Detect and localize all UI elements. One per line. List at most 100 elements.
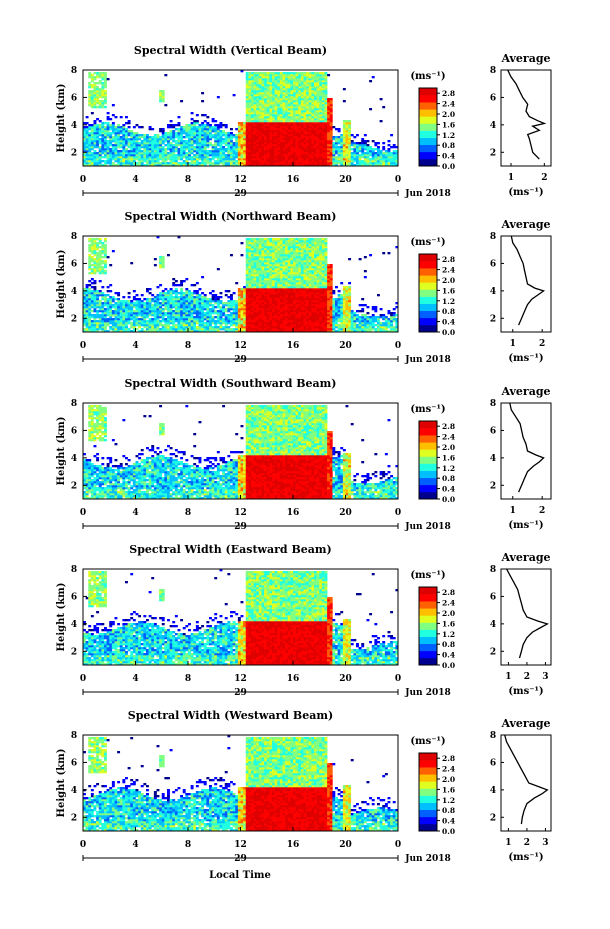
heatmap-cell xyxy=(127,318,131,321)
heatmap-cell xyxy=(214,302,218,305)
heatmap-cell xyxy=(111,318,115,321)
heatmap-cell xyxy=(324,92,328,95)
heatmap-cell xyxy=(216,330,220,333)
heatmap-cell xyxy=(327,162,331,165)
heatmap-cell xyxy=(353,148,357,151)
heatmap-cell xyxy=(258,244,262,247)
heatmap-cell xyxy=(83,128,86,131)
heatmap-cell xyxy=(96,328,100,331)
heatmap-cell xyxy=(216,144,220,147)
heatmap-cell xyxy=(264,124,268,127)
heatmap-cell xyxy=(111,162,115,165)
heatmap-cell xyxy=(316,74,320,77)
heatmap-cell xyxy=(90,250,94,253)
heatmap-cell xyxy=(164,324,168,327)
heatmap-cell xyxy=(90,316,94,319)
heatmap-cell xyxy=(245,278,249,281)
heatmap-cell xyxy=(127,130,131,133)
heatmap-cell xyxy=(114,318,118,321)
heatmap-cell xyxy=(127,158,131,161)
heatmap-cell xyxy=(188,316,191,319)
heatmap-cell xyxy=(256,296,260,299)
heatmap-cell xyxy=(219,136,223,139)
heatmap-cell xyxy=(327,120,331,123)
heatmap-cell xyxy=(90,294,94,297)
heatmap-cell xyxy=(169,308,173,311)
heatmap-cell xyxy=(298,146,302,149)
heatmap-cell xyxy=(282,114,286,117)
heatmap-cell xyxy=(209,304,212,307)
heatmap-cell xyxy=(164,326,168,329)
heatmap-cell xyxy=(127,140,131,143)
heatmap-cell xyxy=(182,160,186,163)
heatmap-cell xyxy=(93,300,97,303)
heatmap-cell xyxy=(279,154,283,157)
heatmap-cell xyxy=(253,314,257,317)
heatmap-cell xyxy=(143,146,147,149)
heatmap-cell xyxy=(193,150,197,153)
heatmap-cell xyxy=(188,126,191,129)
heatmap-cell xyxy=(256,82,260,85)
heatmap-cell xyxy=(327,152,331,155)
heatmap-cell xyxy=(232,310,236,313)
heatmap-cell xyxy=(153,142,157,145)
heatmap-cell xyxy=(182,308,186,311)
heatmap-cell xyxy=(290,74,294,77)
heatmap-cell xyxy=(93,72,97,75)
heatmap-cell xyxy=(198,294,202,297)
profile-y-tick-label: 2 xyxy=(490,148,496,158)
heatmap-cell xyxy=(251,318,254,321)
heatmap-cell xyxy=(151,156,155,159)
heatmap-cell xyxy=(206,312,210,315)
heatmap-cell xyxy=(106,310,110,313)
heatmap-cell xyxy=(235,146,239,149)
heatmap-cell xyxy=(269,76,273,79)
heatmap-cell xyxy=(295,114,299,117)
heatmap-cell xyxy=(195,306,199,309)
heatmap-cell xyxy=(101,270,105,273)
heatmap-cell xyxy=(258,242,262,245)
heatmap-cell xyxy=(277,94,281,97)
heatmap-cell xyxy=(161,310,165,313)
heatmap-cell xyxy=(109,156,113,159)
heatmap-cell xyxy=(282,156,286,159)
heatmap-cell xyxy=(282,138,286,141)
heatmap-cell xyxy=(253,162,257,165)
heatmap-cell xyxy=(106,122,110,125)
heatmap-cell xyxy=(342,138,346,141)
heatmap-cell xyxy=(190,126,194,129)
heatmap-cell xyxy=(232,154,236,157)
heatmap-cell xyxy=(135,142,139,145)
heatmap-cell xyxy=(345,130,349,133)
heatmap-cell xyxy=(206,124,210,127)
heatmap-cell xyxy=(203,306,207,309)
heatmap-cell xyxy=(93,238,97,241)
heatmap-cell xyxy=(264,158,268,161)
heatmap-cell xyxy=(174,294,178,297)
heatmap-cell xyxy=(219,316,223,319)
heatmap-cell xyxy=(230,316,233,319)
heatmap-cell xyxy=(274,106,278,109)
heatmap-cell xyxy=(277,88,281,91)
heatmap-cell xyxy=(293,150,296,153)
heatmap-cell xyxy=(251,248,254,251)
heatmap-cell xyxy=(151,308,155,311)
heatmap-cell xyxy=(104,80,107,83)
heatmap-cell xyxy=(251,320,254,323)
heatmap-cell xyxy=(214,320,218,323)
heatmap-cell xyxy=(269,254,273,257)
heatmap-cell xyxy=(153,164,157,167)
heatmap-cell xyxy=(272,162,275,165)
heatmap-cell xyxy=(93,326,97,329)
heatmap-cell xyxy=(106,158,110,161)
heatmap-cell xyxy=(132,126,136,129)
heatmap-cell xyxy=(319,96,323,99)
heatmap-cell xyxy=(201,160,205,163)
heatmap-cell xyxy=(269,142,273,145)
heatmap-cell xyxy=(203,300,207,303)
heatmap-cell xyxy=(264,74,268,77)
heatmap-cell xyxy=(311,78,315,81)
heatmap-cell xyxy=(329,156,333,159)
heatmap-cell xyxy=(251,94,254,97)
heatmap-cell xyxy=(321,130,325,133)
